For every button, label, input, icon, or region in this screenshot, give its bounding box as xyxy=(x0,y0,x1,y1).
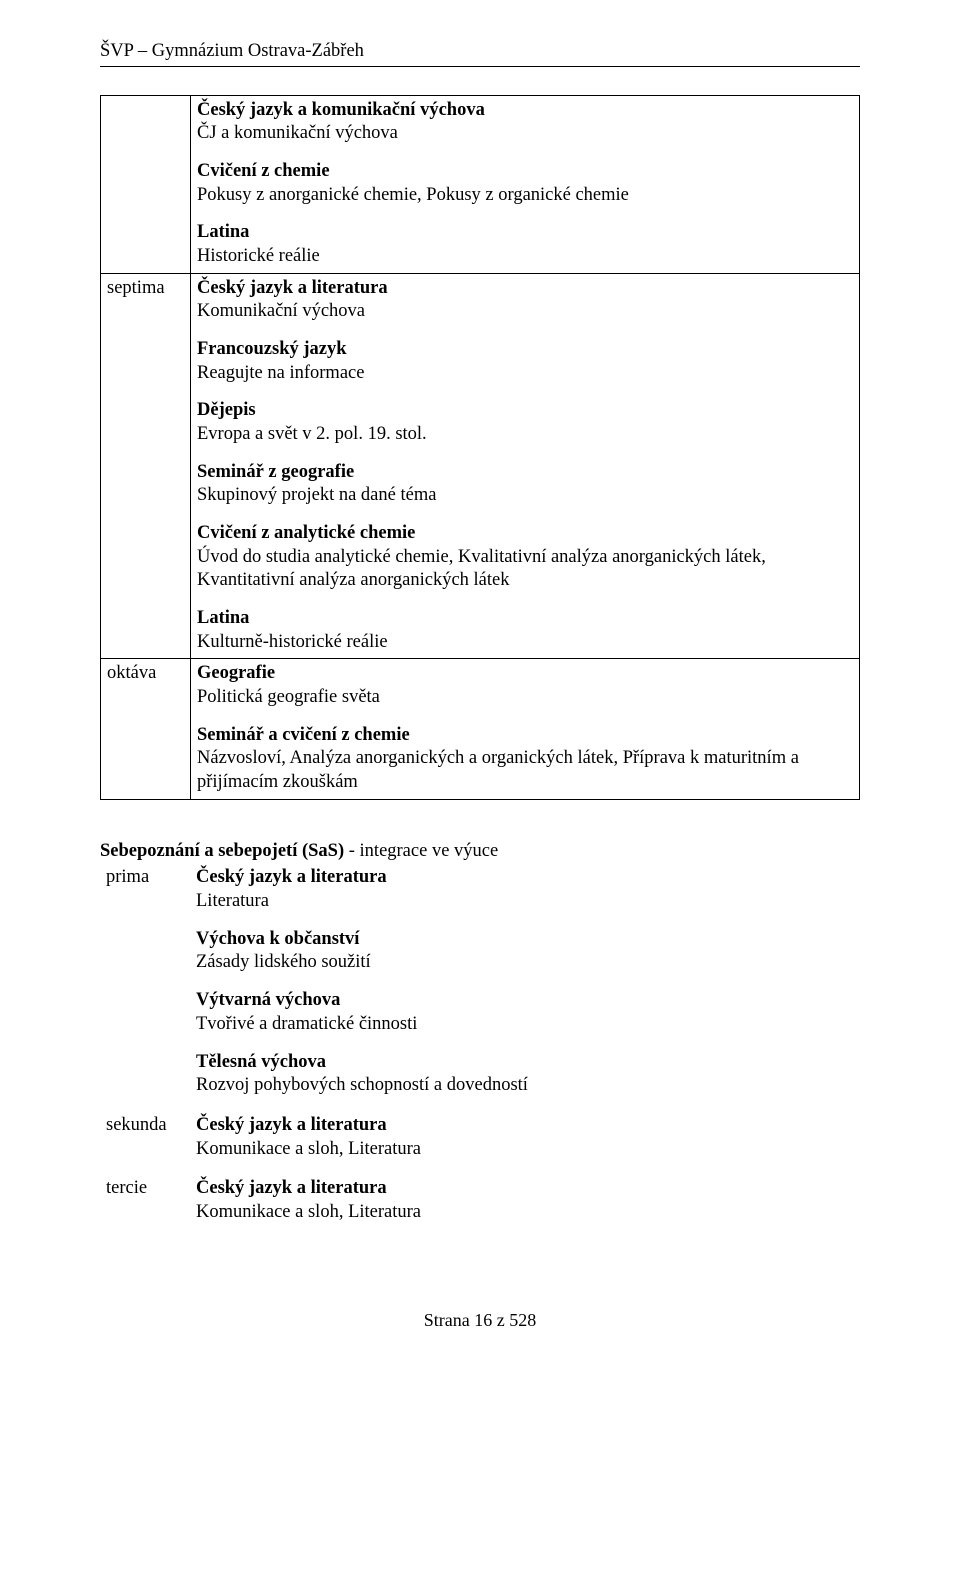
subject-title: Český jazyk a literatura xyxy=(196,866,854,890)
table-row: oktáva Geografie Politická geografie svě… xyxy=(101,659,860,799)
table-row: tercie Český jazyk a literatura Komunika… xyxy=(100,1165,860,1228)
subject-sub: Zásady lidského soužití xyxy=(196,951,854,975)
subject-block: Tělesná výchova Rozvoj pohybových schopn… xyxy=(196,1051,854,1098)
subject-title: Český jazyk a literatura xyxy=(196,1114,854,1138)
subject-block: Český jazyk a literatura Komunikace a sl… xyxy=(196,1177,854,1224)
subject-block: Výchova k občanství Zásady lidského souž… xyxy=(196,928,854,975)
subject-title: Český jazyk a literatura xyxy=(196,1177,854,1201)
section-title-bold: Sebepoznání a sebepojetí (SaS) xyxy=(100,841,349,861)
page-footer: Strana 16 z 528 xyxy=(100,1309,860,1332)
subject-sub: Komunikace a sloh, Literatura xyxy=(196,1138,854,1162)
subject-sub: Literatura xyxy=(196,890,854,914)
subject-block: Český jazyk a literatura Komunikace a sl… xyxy=(196,1114,854,1161)
subject-sub: Kulturně-historické reálie xyxy=(197,631,853,655)
subject-block: Latina Kulturně-historické reálie xyxy=(197,607,853,654)
subject-sub: Rozvoj pohybových schopností a dovednost… xyxy=(196,1074,854,1098)
subject-block: Český jazyk a komunikační výchova ČJ a k… xyxy=(197,99,853,146)
subject-sub: ČJ a komunikační výchova xyxy=(197,122,853,146)
grade-label-sekunda: sekunda xyxy=(100,1102,190,1165)
subject-block: Geografie Politická geografie světa xyxy=(197,662,853,709)
grade-label-tercie: tercie xyxy=(100,1165,190,1228)
subject-block: Výtvarná výchova Tvořivé a dramatické či… xyxy=(196,989,854,1036)
subject-title: Seminář z geografie xyxy=(197,461,853,485)
grade-label-prima: prima xyxy=(100,863,190,1101)
subject-sub: Komunikační výchova xyxy=(197,300,853,324)
subject-block: Český jazyk a literatura Komunikační výc… xyxy=(197,277,853,324)
content-cell: Český jazyk a literatura Komunikace a sl… xyxy=(190,1165,860,1228)
subject-sub: Reagujte na informace xyxy=(197,362,853,386)
table-row: prima Český jazyk a literatura Literatur… xyxy=(100,863,860,1101)
subject-title: Dějepis xyxy=(197,399,853,423)
subject-sub: Skupinový projekt na dané téma xyxy=(197,484,853,508)
header-rule xyxy=(100,66,860,67)
subject-sub: Historické reálie xyxy=(197,245,853,269)
subject-title: Výchova k občanství xyxy=(196,928,854,952)
grade-label-oktava: oktáva xyxy=(101,659,191,799)
subject-block: Francouzský jazyk Reagujte na informace xyxy=(197,338,853,385)
content-cell: Český jazyk a literatura Komunikační výc… xyxy=(191,273,860,659)
content-cell: Český jazyk a komunikační výchova ČJ a k… xyxy=(191,95,860,273)
subject-sub: Komunikace a sloh, Literatura xyxy=(196,1201,854,1225)
subject-sub: Úvod do studia analytické chemie, Kvalit… xyxy=(197,546,853,593)
content-cell: Český jazyk a literatura Literatura Vých… xyxy=(190,863,860,1101)
subject-title: Latina xyxy=(197,221,853,245)
grade-label-empty xyxy=(101,95,191,273)
section-title-plain: - integrace ve výuce xyxy=(349,841,498,861)
subject-block: Český jazyk a literatura Literatura xyxy=(196,866,854,913)
subject-sub: Evropa a svět v 2. pol. 19. stol. xyxy=(197,423,853,447)
subject-block: Latina Historické reálie xyxy=(197,221,853,268)
subject-block: Cvičení z analytické chemie Úvod do stud… xyxy=(197,522,853,593)
grade-label-septima: septima xyxy=(101,273,191,659)
subject-title: Cvičení z chemie xyxy=(197,160,853,184)
section-title: Sebepoznání a sebepojetí (SaS) - integra… xyxy=(100,840,860,864)
subject-sub: Názvosloví, Analýza anorganických a orga… xyxy=(197,747,853,794)
subject-title: Český jazyk a komunikační výchova xyxy=(197,99,853,123)
subject-title: Geografie xyxy=(197,662,853,686)
subject-block: Cvičení z chemie Pokusy z anorganické ch… xyxy=(197,160,853,207)
cross-subject-table: Český jazyk a komunikační výchova ČJ a k… xyxy=(100,95,860,800)
table-row: septima Český jazyk a literatura Komunik… xyxy=(101,273,860,659)
content-cell: Geografie Politická geografie světa Semi… xyxy=(191,659,860,799)
section-table: prima Český jazyk a literatura Literatur… xyxy=(100,863,860,1228)
subject-title: Výtvarná výchova xyxy=(196,989,854,1013)
subject-block: Seminář a cvičení z chemie Názvosloví, A… xyxy=(197,724,853,795)
page-header: ŠVP – Gymnázium Ostrava-Zábřeh xyxy=(100,40,860,64)
content-cell: Český jazyk a literatura Komunikace a sl… xyxy=(190,1102,860,1165)
subject-block: Seminář z geografie Skupinový projekt na… xyxy=(197,461,853,508)
subject-title: Cvičení z analytické chemie xyxy=(197,522,853,546)
subject-title: Český jazyk a literatura xyxy=(197,277,853,301)
subject-title: Latina xyxy=(197,607,853,631)
subject-sub: Pokusy z anorganické chemie, Pokusy z or… xyxy=(197,184,853,208)
page: ŠVP – Gymnázium Ostrava-Zábřeh Český jaz… xyxy=(0,0,960,1372)
subject-title: Francouzský jazyk xyxy=(197,338,853,362)
table-row: sekunda Český jazyk a literatura Komunik… xyxy=(100,1102,860,1165)
subject-block: Dějepis Evropa a svět v 2. pol. 19. stol… xyxy=(197,399,853,446)
table-row: Český jazyk a komunikační výchova ČJ a k… xyxy=(101,95,860,273)
subject-sub: Politická geografie světa xyxy=(197,686,853,710)
subject-title: Tělesná výchova xyxy=(196,1051,854,1075)
subject-sub: Tvořivé a dramatické činnosti xyxy=(196,1013,854,1037)
subject-title: Seminář a cvičení z chemie xyxy=(197,724,853,748)
